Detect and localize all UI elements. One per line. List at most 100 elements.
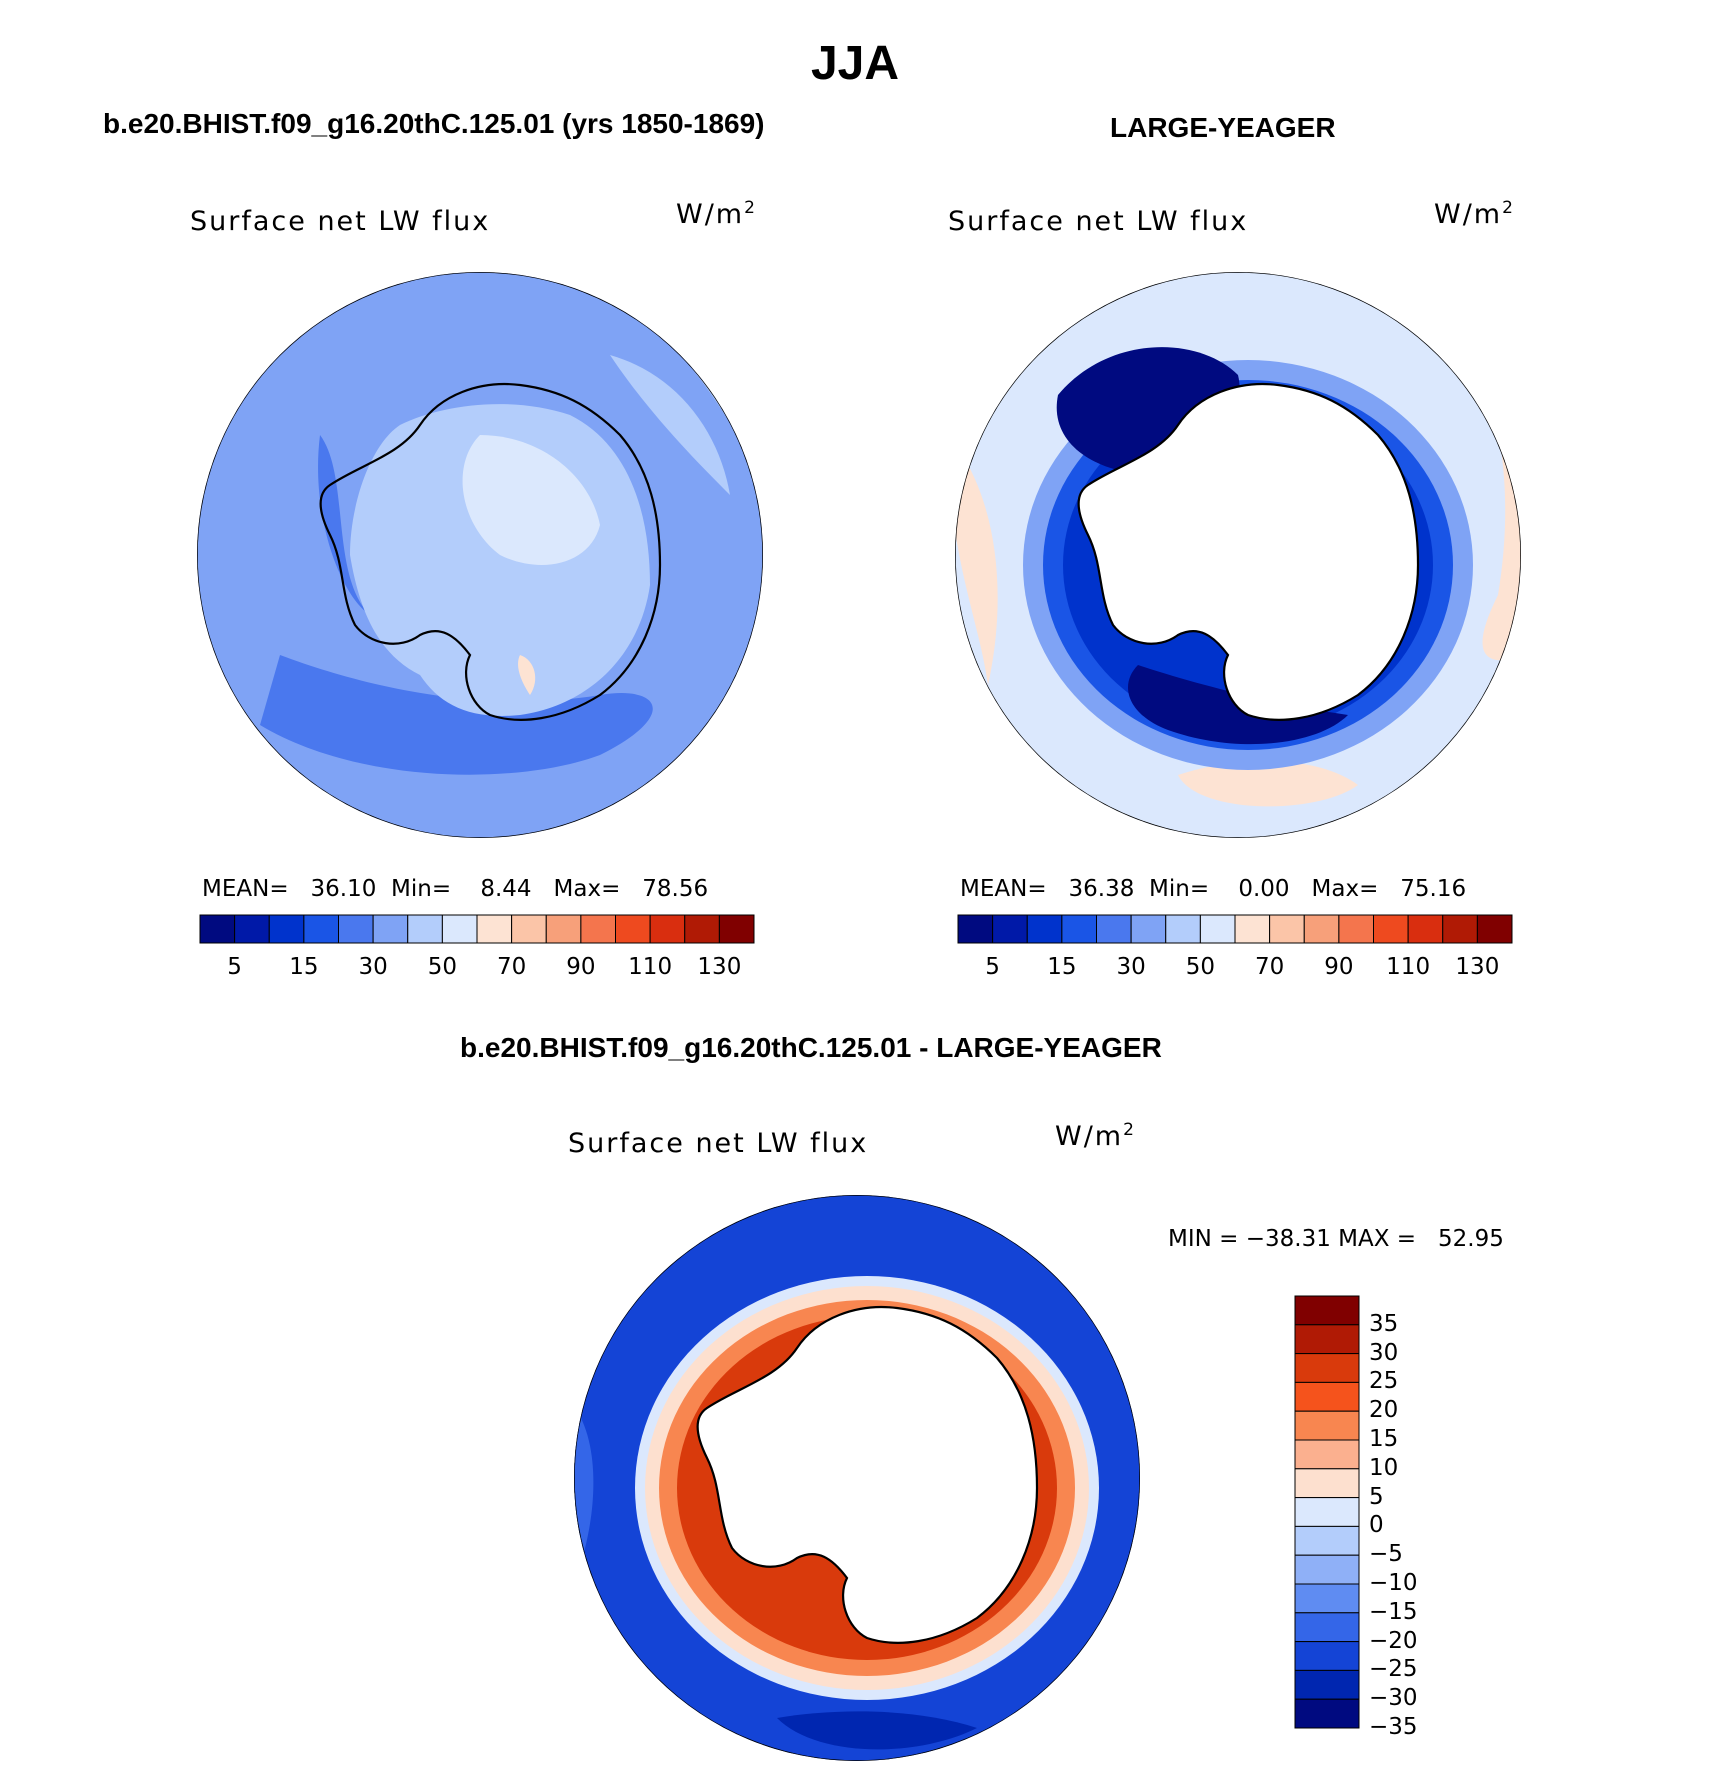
panel2-colorbar-box	[1026, 914, 1063, 944]
panel3-colorbar-tick-label: −20	[1369, 1627, 1418, 1654]
panel2-colorbar-box	[1199, 914, 1236, 944]
panel3-colorbar-box	[1294, 1669, 1360, 1700]
panel2-field-warm-bottom	[1178, 761, 1358, 807]
panel2-colorbar-ticks: 5 15 30 50 70 90 110 130	[958, 954, 1512, 984]
panel1-colorbar-box	[234, 914, 270, 944]
panel1-colorbar-box	[718, 914, 755, 944]
panel1-colorbar-box	[580, 914, 616, 944]
panel1-field-left-band	[318, 435, 370, 615]
panel2-variable-label: Surface net LW flux	[948, 206, 1249, 237]
panel2-coastline	[1077, 383, 1420, 721]
panel3-colorbar-tick-label: 10	[1369, 1454, 1399, 1481]
panel2-colorbar-tick-label: 15	[1047, 954, 1077, 980]
panel1-map	[197, 272, 763, 838]
panel3-colorbar-tick-label: −25	[1369, 1656, 1418, 1683]
panel2-colorbar-box	[992, 914, 1028, 944]
panel3-colorbar-tick-label: 15	[1369, 1426, 1399, 1452]
panel3-colorbar-tick-label: 0	[1369, 1512, 1384, 1539]
panel2-colorbar-box	[1407, 914, 1444, 944]
panel3-map	[574, 1195, 1140, 1761]
panel1-colorbar-box	[441, 914, 478, 944]
panel1-colorbar-box	[476, 914, 513, 944]
panel2-colorbar-box	[1096, 914, 1132, 944]
panel3-coastline	[696, 1306, 1039, 1644]
panel2-colorbar-tick-label: 50	[1185, 954, 1216, 980]
panel1-field-warm-spot	[518, 655, 536, 695]
panel2-case-title: LARGE-YEAGER	[1110, 112, 1336, 143]
panel3-colorbar-tick-label: −5	[1369, 1541, 1403, 1568]
panel3-colorbar-tick-label: −10	[1369, 1570, 1418, 1596]
panel3-colorbar-box	[1294, 1353, 1360, 1383]
panel2-colorbar-box	[1476, 914, 1513, 944]
panel2-colorbar-tick-label: 110	[1386, 954, 1431, 980]
panel2-colorbar-box	[1234, 914, 1271, 944]
panel2-map	[955, 272, 1521, 838]
panel2-colorbar-box	[1130, 914, 1167, 944]
panel3-colorbar-ticks: 35 30 25 20 15 10 5 0 −5 −10 −15 −20 −25 −30 −35	[1369, 1296, 1489, 1740]
panel2-colorbar-box	[1303, 914, 1340, 944]
panel2-colorbar-box	[1269, 914, 1305, 944]
panel1-colorbar-tick-label: 130	[697, 954, 742, 980]
panel1-field-upper-left-patch	[610, 355, 730, 495]
panel3-colorbar-tick-label: 20	[1369, 1397, 1399, 1424]
panel3-colorbar-box	[1294, 1381, 1360, 1412]
panel2-land-ice-mask	[1078, 384, 1418, 720]
panel3-field-dark-bottom	[777, 1711, 977, 1750]
panel3-colorbar-box	[1294, 1295, 1360, 1326]
panel1-colorbar-box	[372, 914, 409, 944]
panel3-colorbar-box	[1294, 1525, 1360, 1556]
panel3-colorbar-tick-label: 30	[1369, 1339, 1399, 1366]
panel1-colorbar-tick-label: 30	[358, 954, 388, 980]
panel3-colorbar-box	[1294, 1583, 1360, 1614]
panel3-colorbar-box	[1294, 1497, 1360, 1527]
panel3-case-title: b.e20.BHIST.f09_g16.20thC.125.01 - LARGE…	[460, 1032, 1162, 1063]
panel3-colorbar-box	[1294, 1698, 1360, 1729]
panel1-coastline	[319, 383, 662, 721]
panel1-colorbar-tick-label: 70	[496, 954, 527, 980]
panel1-colorbar-tick-label: 50	[427, 954, 458, 980]
panel1-colorbar-tick-label: 90	[566, 954, 596, 980]
panel1-field-lower-band	[260, 655, 653, 775]
panel3-colorbar-tick-label: 35	[1369, 1310, 1399, 1337]
panel3-field-blue-light-patches	[574, 1398, 594, 1598]
panel1-colorbar-box	[303, 914, 339, 944]
panel1-colorbar-box	[615, 914, 651, 944]
panel2-colorbar-box	[1373, 914, 1409, 944]
panel2-colorbar-box	[1338, 914, 1374, 944]
panel1-colorbar-box	[545, 914, 582, 944]
panel3-colorbar-box	[1294, 1468, 1360, 1499]
panel1-colorbar	[199, 914, 755, 944]
panel1-colorbar-tick-label: 15	[289, 954, 319, 980]
panel3-colorbar-box	[1294, 1554, 1360, 1585]
panel1-colorbar-box	[511, 914, 547, 944]
panel3-colorbar-box	[1294, 1439, 1360, 1470]
panel2-colorbar-tick-label: 5	[985, 954, 1000, 980]
panel2-colorbar-box	[1061, 914, 1097, 944]
panel2-colorbar-tick-label: 30	[1116, 954, 1146, 980]
panel1-colorbar-tick-label: 5	[227, 954, 242, 980]
panel2-colorbar-tick-label: 90	[1324, 954, 1354, 980]
panel2-colorbar	[957, 914, 1513, 944]
panel3-colorbar-tick-label: −35	[1369, 1714, 1418, 1740]
panel1-colorbar-box	[338, 914, 374, 944]
panel3-colorbar-tick-label: 5	[1369, 1483, 1384, 1510]
panel1-colorbar-box	[649, 914, 686, 944]
panel1-colorbar-ticks: 5 15 30 50 70 90 110 130	[200, 954, 754, 984]
panel1-case-title: b.e20.BHIST.f09_g16.20thC.125.01 (yrs 18…	[103, 108, 765, 139]
panel1-field-continent-inner-light	[462, 435, 600, 565]
panel3-colorbar-box	[1294, 1324, 1360, 1355]
panel3-colorbar-box	[1294, 1612, 1360, 1643]
panel3-colorbar	[1294, 1295, 1360, 1729]
panel3-colorbar-tick-label: −15	[1369, 1598, 1418, 1625]
panel3-colorbar-tick-label: −30	[1369, 1685, 1418, 1712]
panel1-colorbar-tick-label: 110	[628, 954, 673, 980]
panel2-stats: MEAN= 36.38 Min= 0.00 Max= 75.16	[960, 876, 1467, 902]
panel1-units-label: W/m2	[676, 198, 757, 230]
panel3-land-ice-mask	[697, 1307, 1037, 1643]
panel3-colorbar-box	[1294, 1641, 1360, 1671]
panel2-colorbar-box	[1165, 914, 1201, 944]
panel1-stats: MEAN= 36.10 Min= 8.44 Max= 78.56	[202, 876, 709, 902]
panel2-colorbar-box	[957, 914, 994, 944]
panel3-colorbar-box	[1294, 1410, 1360, 1441]
panel3-units-label: W/m2	[1055, 1120, 1136, 1152]
